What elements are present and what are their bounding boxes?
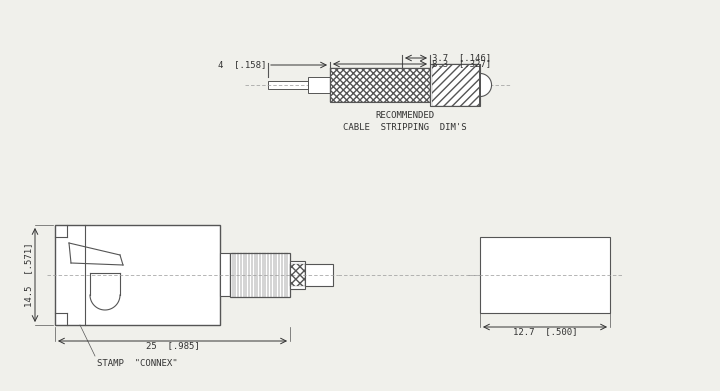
Text: CABLE  STRIPPING  DIM'S: CABLE STRIPPING DIM'S: [343, 122, 467, 131]
Bar: [330, 68, 430, 102]
Bar: [308, 77, 330, 93]
Bar: [55, 225, 220, 325]
Text: 3.7  [.146]: 3.7 [.146]: [432, 54, 491, 63]
Bar: [220, 253, 230, 296]
Bar: [430, 64, 480, 106]
Bar: [432, 64, 480, 106]
Polygon shape: [480, 64, 492, 106]
Text: 12.7  [.500]: 12.7 [.500]: [513, 328, 577, 337]
Bar: [330, 68, 430, 102]
Text: 4  [.158]: 4 [.158]: [217, 61, 266, 70]
Text: RECOMMENDED: RECOMMENDED: [375, 111, 435, 120]
Text: 25  [.985]: 25 [.985]: [145, 341, 199, 350]
Bar: [230, 253, 290, 297]
Text: 8.3  [.327]: 8.3 [.327]: [432, 59, 491, 68]
Text: STAMP  "CONNEX": STAMP "CONNEX": [97, 359, 178, 368]
Bar: [290, 264, 305, 286]
Bar: [305, 264, 333, 286]
Bar: [290, 261, 305, 289]
Text: 14.5  [.571]: 14.5 [.571]: [24, 243, 33, 307]
Bar: [268, 81, 308, 89]
Bar: [480, 237, 610, 313]
